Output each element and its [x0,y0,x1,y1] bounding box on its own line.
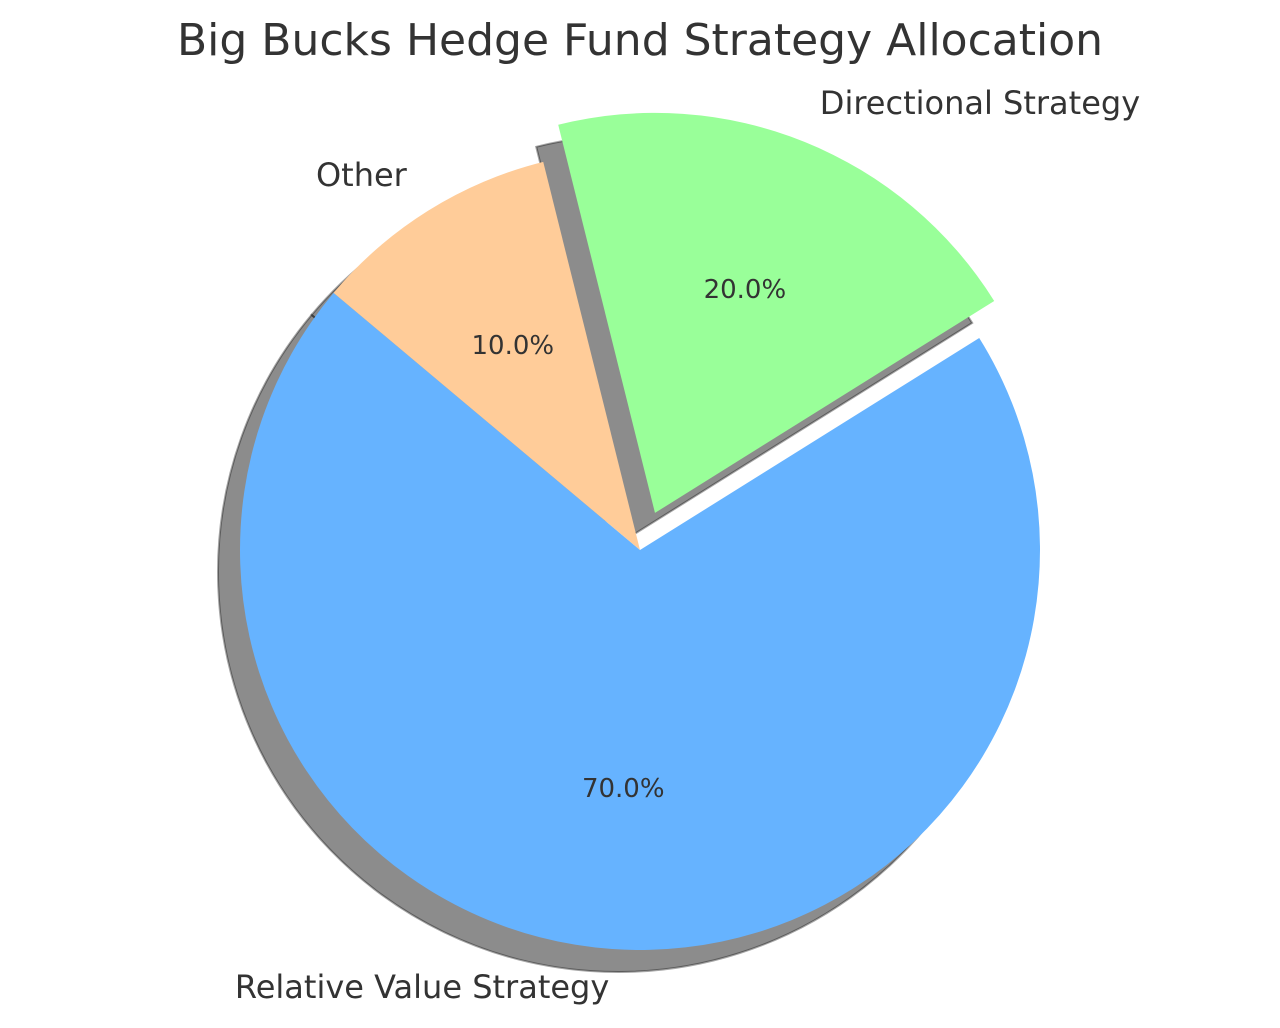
slice-percent-directional-strategy: 20.0% [704,275,787,305]
slice-label-relative-value-strategy: Relative Value Strategy [235,968,609,1006]
chart-title: Big Bucks Hedge Fund Strategy Allocation [177,15,1103,66]
pie-slice-directional-strategy [558,112,995,513]
pie-slices [240,112,1041,950]
pie-slice-relative-value-strategy [240,292,1041,950]
slice-percent-relative-value-strategy: 70.0% [582,774,665,804]
pie-slice-other [333,161,640,550]
slice-label-other: Other [316,156,408,194]
pie-labels: Relative Value Strategy 70.0% Directional … [235,84,1140,1006]
slice-percent-other: 10.0% [472,331,555,361]
slice-label-directional-strategy: Directional Strategy [820,84,1140,122]
